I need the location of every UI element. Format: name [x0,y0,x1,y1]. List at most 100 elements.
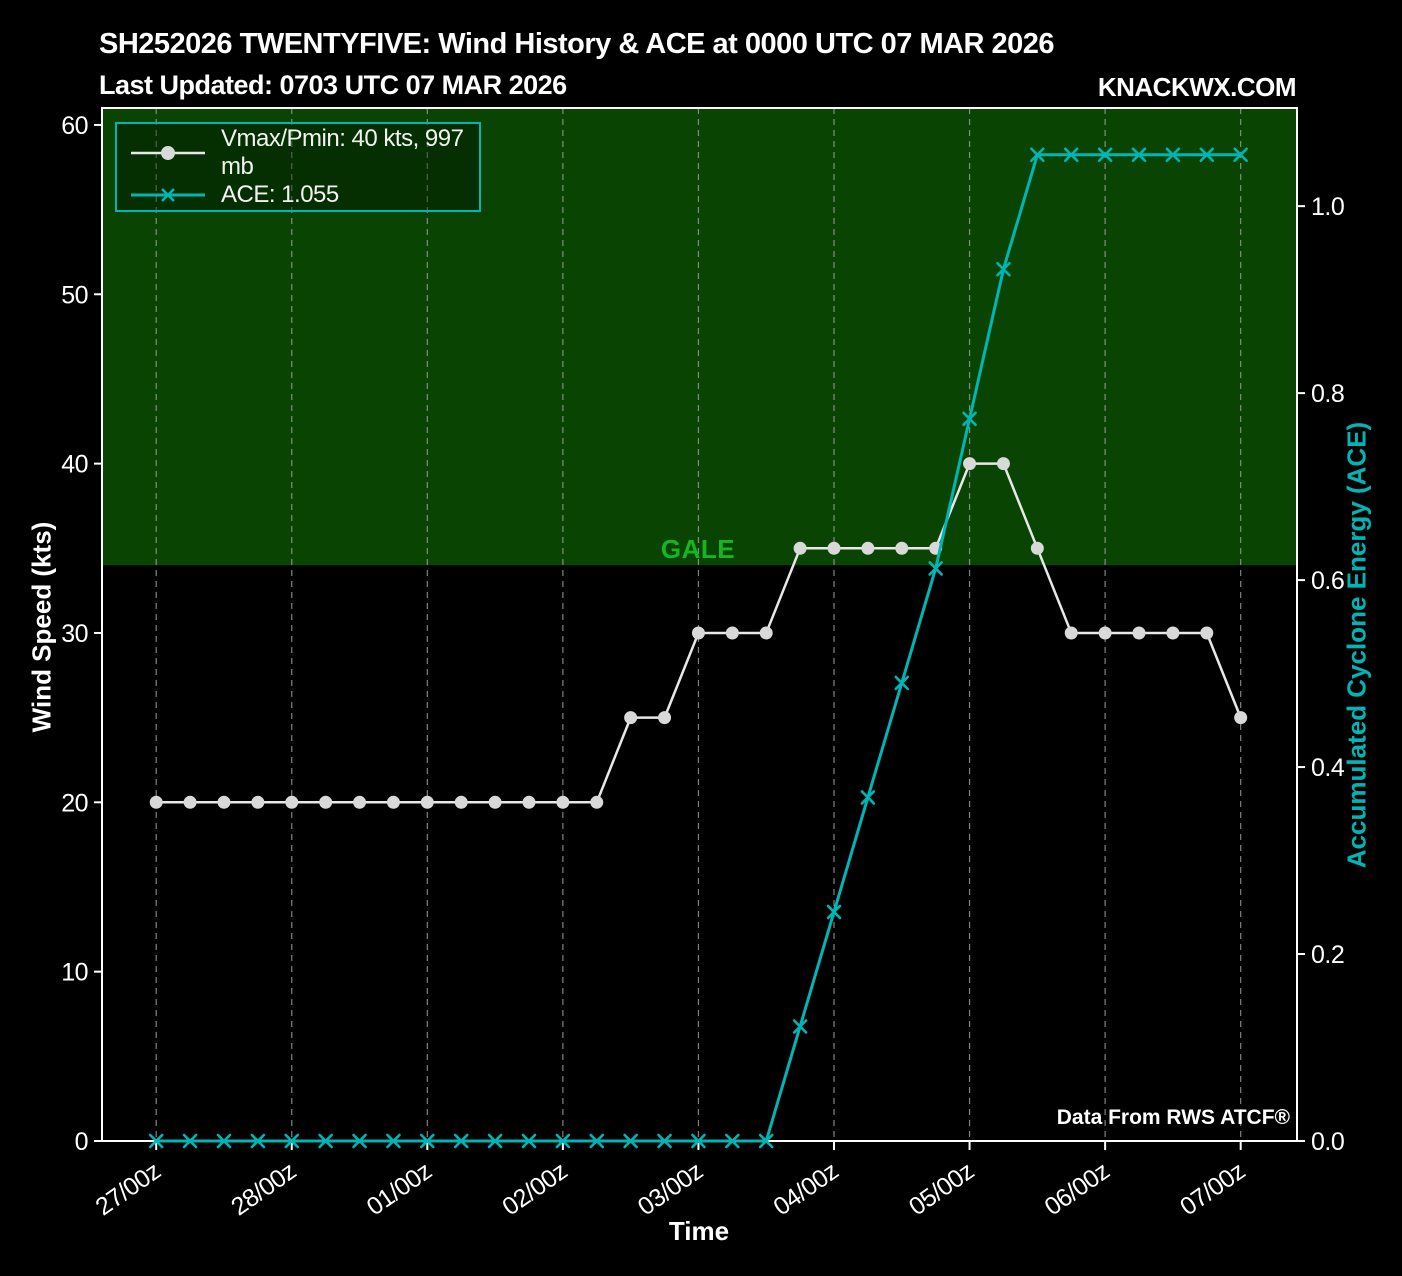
left-y-axis-title: Wind Speed (kts) [26,521,57,733]
ace-point-marker [623,1133,638,1149]
wind-point-marker [861,541,875,555]
wind-point-marker [725,626,739,640]
data-source-credit: Data From RWS ATCF® [1056,1106,1290,1129]
left-y-tick-label: 0 [75,1128,88,1156]
ace-point-marker [182,1133,198,1149]
left-y-tick-label: 20 [61,789,88,817]
ace-point-marker [691,1133,706,1149]
right-y-tick-label: 0.2 [1311,941,1344,969]
x-tick-label: 06/00z [1039,1157,1114,1221]
wind-point-marker [285,795,299,809]
wind-point-marker [658,711,672,725]
wind-point-marker [1030,541,1044,555]
ace-point-marker [453,1133,469,1149]
ace-point-marker [1165,147,1181,163]
wind-point-marker [454,795,468,809]
ace-point-marker [894,675,910,691]
x-axis-ticks: 27/00z 28/00z 01/00z 02/00z 03/00z 04/00z 05/0… [91,1141,1250,1221]
wind-point-marker [556,795,570,809]
ace-point-marker [758,1133,774,1149]
right-y-tick-label: 0.0 [1311,1128,1344,1156]
ace-point-marker [318,1133,333,1149]
wind-point-marker [1166,626,1180,640]
ace-point-marker [1063,147,1079,163]
ace-series [148,147,1248,1149]
wind-point-marker [691,626,705,640]
ace-point-marker [996,261,1011,277]
right-y-tick-label: 0.8 [1311,380,1344,408]
left-y-tick-label: 50 [61,281,88,309]
ace-point-marker [962,411,977,427]
ace-point-marker [826,904,842,920]
wind-point-marker [420,795,434,809]
ace-point-marker [1131,147,1147,163]
legend-label-vmax: Vmax/Pmin: 40 kts, 997 mb [221,124,464,180]
wind-point-marker [1098,626,1112,640]
x-tick-label: 03/00z [633,1157,708,1221]
ace-point-marker [521,1133,537,1149]
ace-point-marker [1233,147,1248,163]
ace-point-marker [725,1133,740,1149]
ace-point-marker [1199,147,1215,163]
wind-series [149,457,1248,809]
gridlines [155,108,1242,1141]
left-y-tick-label: 30 [61,620,88,648]
wind-point-marker [996,457,1010,471]
ace-point-marker [555,1133,571,1149]
gale-threshold-label: GALE [660,534,736,564]
ace-point-marker [589,1133,605,1149]
x-tick-label: 07/00z [1175,1157,1250,1221]
wind-point-marker [793,541,807,555]
ace-point-marker [928,561,943,576]
wind-point-marker [353,795,367,809]
ace-point-marker [860,790,876,805]
wind-point-marker [386,795,400,809]
legend-item-vmax: Vmax/Pmin: 40 kts, 997 mb [117,125,479,181]
wind-point-marker [590,795,604,809]
right-y-tick-label: 1.0 [1311,193,1344,221]
right-y-tick-label: 0.4 [1311,754,1345,782]
ace-point-marker [792,1019,808,1034]
x-tick-label: 05/00z [904,1157,979,1221]
ace-point-marker [1030,147,1045,163]
wind-point-marker [827,541,841,555]
last-updated-label: Last Updated: 0703 UTC 07 MAR 2026 [99,70,567,100]
ace-point-marker [487,1133,503,1149]
x-axis-title: Time [668,1216,730,1246]
ace-point-marker [657,1133,672,1149]
brand-watermark: KNACKWX.COM [1097,72,1297,102]
wind-point-marker [624,711,638,725]
wind-point-marker [488,795,502,809]
ace-point-marker [352,1133,367,1149]
ace-point-marker [420,1133,435,1149]
ace-point-marker [148,1133,164,1149]
wind-point-marker [149,795,163,809]
ace-point-marker [250,1133,266,1149]
x-tick-label: 04/00z [768,1157,843,1221]
wind-point-marker [963,457,977,471]
wind-point-marker [1132,626,1146,640]
legend-line-x-icon [131,188,205,203]
left-y-tick-label: 60 [61,112,88,140]
wind-point-marker [895,541,909,555]
x-tick-label: 27/00z [91,1157,166,1221]
ace-point-marker [1097,147,1113,163]
ace-point-marker [386,1133,401,1149]
ace-point-marker [284,1133,300,1149]
left-y-tick-label: 40 [61,451,88,479]
wind-point-marker [251,795,265,809]
ace-point-marker [216,1133,232,1149]
gale-region [102,108,1297,566]
page-title: SH252026 TWENTYFIVE: Wind History & ACE … [99,28,1055,60]
wind-point-marker [1200,626,1214,640]
wind-point-marker [522,795,536,809]
wind-point-marker [183,795,197,809]
x-tick-label: 01/00z [362,1157,437,1221]
wind-point-marker [1064,626,1078,640]
wind-point-marker [759,626,773,640]
left-y-tick-label: 10 [61,959,88,987]
wind-point-marker [319,795,333,809]
x-tick-label: 02/00z [497,1157,572,1221]
